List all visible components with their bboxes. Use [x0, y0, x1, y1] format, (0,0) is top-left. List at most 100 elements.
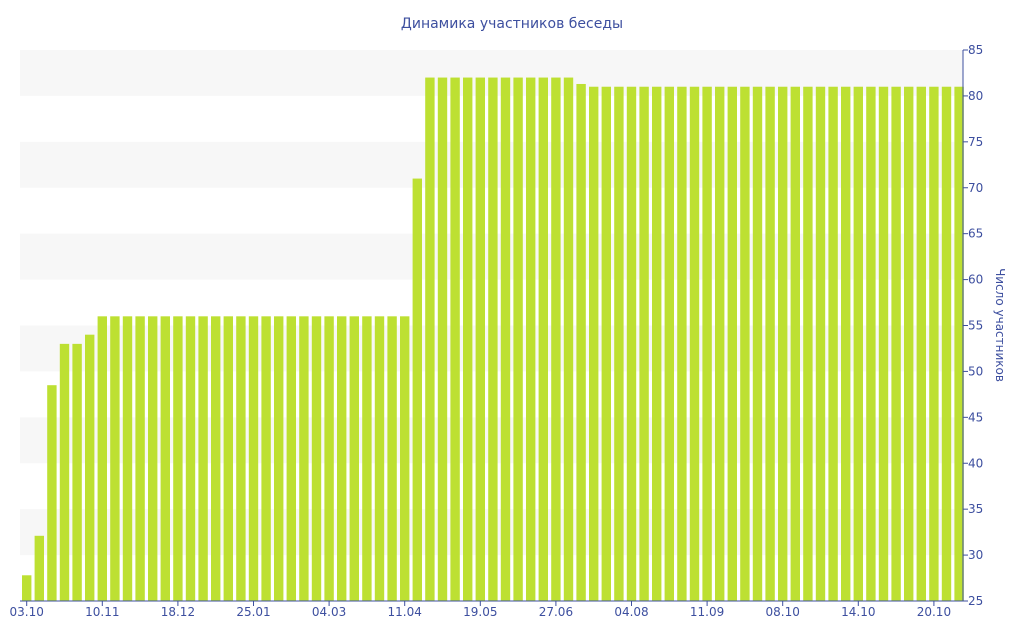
bar — [954, 86, 964, 601]
bar — [362, 316, 372, 601]
y-tick-label: 45 — [968, 410, 983, 424]
bar — [740, 86, 750, 601]
bar — [97, 316, 107, 601]
bar — [500, 77, 511, 602]
bar — [324, 316, 334, 601]
bar — [790, 86, 800, 601]
bar — [425, 77, 435, 602]
bar — [904, 86, 914, 601]
y-tick-label: 70 — [968, 181, 983, 195]
bar — [626, 86, 637, 601]
bar — [211, 316, 221, 601]
bar — [803, 86, 813, 601]
y-tick-label: 80 — [968, 89, 983, 103]
x-tick-label: 08.10 — [766, 605, 800, 619]
bar — [85, 334, 95, 601]
bar — [551, 77, 561, 602]
bar — [563, 77, 574, 602]
bar — [110, 316, 120, 601]
x-tick-label: 03.10 — [10, 605, 44, 619]
bar — [22, 575, 32, 601]
bar — [841, 86, 851, 601]
bar — [526, 77, 536, 602]
bar — [299, 316, 309, 601]
bar — [891, 86, 901, 601]
bar — [878, 86, 889, 601]
bar — [59, 343, 70, 601]
bar — [702, 86, 712, 601]
y-tick-label: 60 — [968, 273, 983, 287]
bar — [727, 86, 737, 601]
bar — [689, 86, 700, 601]
y-tick-label: 85 — [968, 43, 983, 57]
bar — [677, 86, 687, 601]
y-tick-label: 50 — [968, 364, 983, 378]
bar — [652, 86, 662, 601]
y-tick-label: 40 — [968, 456, 983, 470]
bar — [261, 316, 271, 601]
bar — [576, 83, 586, 601]
bar — [815, 86, 826, 601]
bar — [778, 86, 788, 601]
bar — [488, 77, 498, 602]
y-tick-label: 55 — [968, 319, 983, 333]
y-tick-label: 30 — [968, 548, 983, 562]
bar — [412, 178, 422, 602]
bar — [198, 316, 208, 601]
bar — [513, 77, 523, 602]
x-tick-label: 10.11 — [85, 605, 119, 619]
bar — [47, 385, 57, 601]
chart-title: Динамика участников беседы — [401, 16, 623, 32]
bar — [538, 77, 548, 602]
x-tick-label: 11.09 — [690, 605, 724, 619]
bar — [311, 316, 322, 601]
bar — [400, 316, 410, 601]
bar — [715, 86, 725, 601]
bar — [72, 343, 82, 601]
bar — [475, 77, 485, 602]
y-tick-label: 75 — [968, 135, 983, 149]
bar — [664, 86, 674, 601]
x-tick-label: 25.01 — [236, 605, 270, 619]
bar — [248, 316, 259, 601]
bar — [828, 86, 838, 601]
bar — [122, 316, 133, 601]
bar — [34, 535, 44, 601]
bar — [148, 316, 158, 601]
bar — [160, 316, 170, 601]
bar — [866, 86, 876, 601]
y-tick-label: 65 — [968, 227, 983, 241]
bar — [286, 316, 296, 601]
bar — [614, 86, 624, 601]
bar — [437, 77, 448, 602]
x-tick-label: 14.10 — [841, 605, 875, 619]
x-tick-label: 04.03 — [312, 605, 346, 619]
bar — [853, 86, 863, 601]
y-axis-label: Число участников — [993, 268, 1007, 382]
bar — [223, 316, 233, 601]
bar — [185, 316, 196, 601]
x-tick-label: 19.05 — [463, 605, 497, 619]
bar — [387, 316, 397, 601]
bar — [135, 316, 145, 601]
bar — [639, 86, 649, 601]
bar — [601, 86, 611, 601]
bar — [349, 316, 359, 601]
bar — [765, 86, 775, 601]
bar — [450, 77, 460, 602]
y-tick-label: 25 — [968, 594, 983, 608]
bar — [916, 86, 926, 601]
bar — [941, 86, 952, 601]
x-tick-label: 11.04 — [388, 605, 422, 619]
bar — [274, 316, 284, 601]
x-tick-label: 04.08 — [614, 605, 648, 619]
bar — [374, 316, 385, 601]
x-tick-label: 27.06 — [539, 605, 573, 619]
y-tick-label: 35 — [968, 502, 983, 516]
bar — [589, 86, 599, 601]
bar — [463, 77, 473, 602]
x-tick-label: 18.12 — [161, 605, 195, 619]
bar — [752, 86, 763, 601]
bar — [236, 316, 246, 601]
